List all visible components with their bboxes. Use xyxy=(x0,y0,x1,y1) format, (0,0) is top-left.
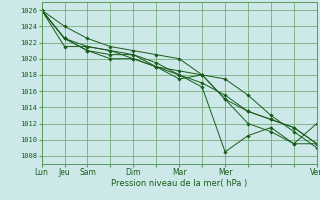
X-axis label: Pression niveau de la mer( hPa ): Pression niveau de la mer( hPa ) xyxy=(111,179,247,188)
